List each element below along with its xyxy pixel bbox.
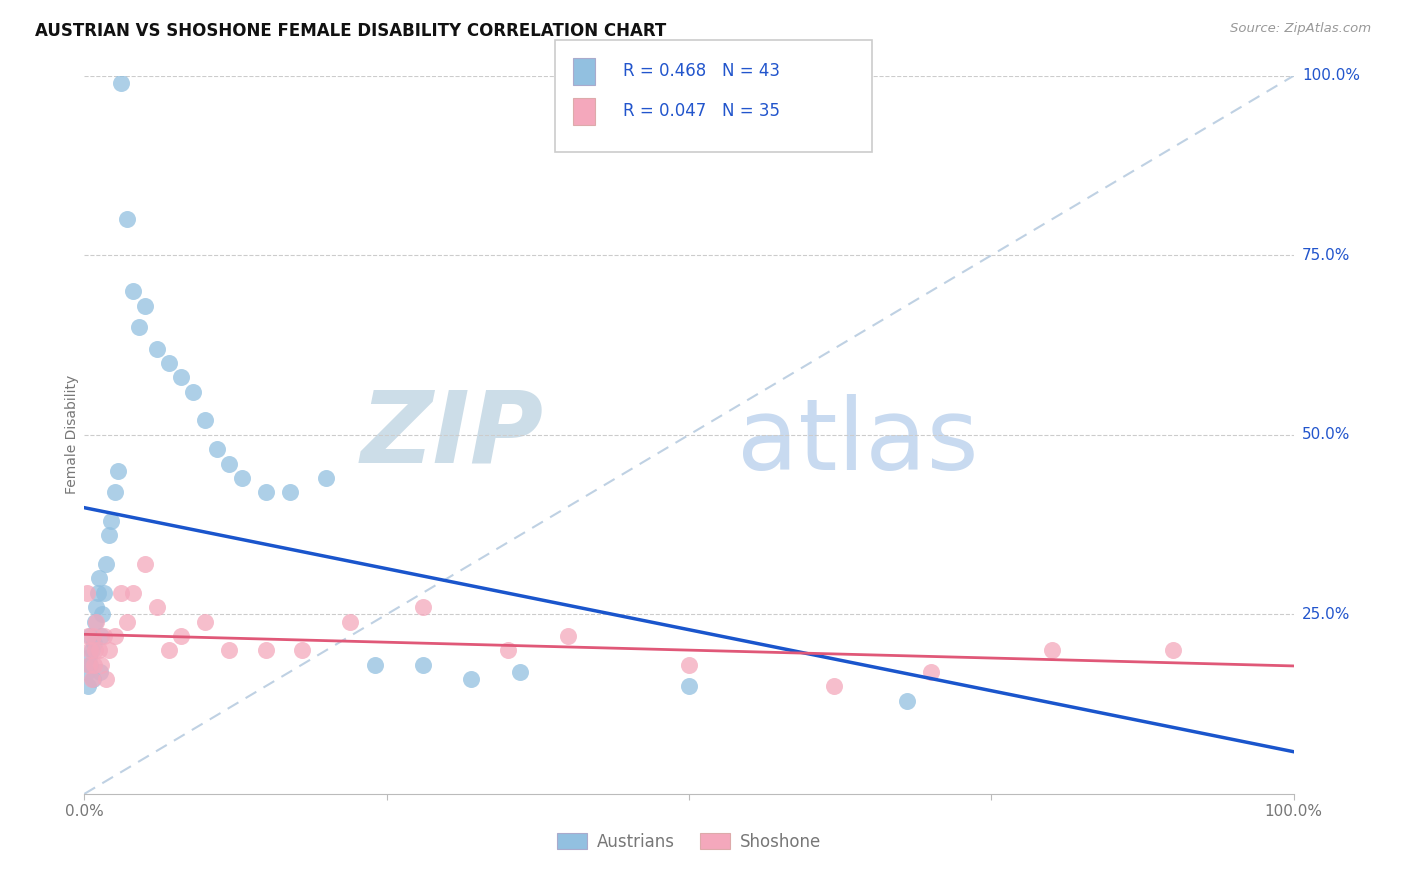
Point [678, 657, 700, 672]
Point [231, 471, 253, 485]
Point [315, 471, 337, 485]
Point [412, 600, 434, 615]
Point [110, 586, 132, 600]
Point [278, 485, 301, 500]
Point [97, 643, 120, 657]
Text: ZIP: ZIP [361, 386, 544, 483]
Point [82, 629, 104, 643]
Point [82, 672, 104, 686]
Point [77, 679, 100, 693]
Point [77, 629, 100, 643]
Point [90, 657, 112, 672]
Text: Source: ZipAtlas.com: Source: ZipAtlas.com [1230, 22, 1371, 36]
Point [91, 607, 114, 622]
Text: 100.0%: 100.0% [1302, 69, 1360, 83]
Point [181, 384, 204, 399]
Point [496, 643, 519, 657]
Point [90, 629, 112, 643]
Point [460, 672, 482, 686]
Point [146, 600, 169, 615]
Point [146, 342, 169, 356]
Point [87, 643, 110, 657]
Point [115, 212, 138, 227]
Point [509, 665, 531, 679]
Point [76, 586, 98, 600]
Point [157, 643, 180, 657]
Point [89, 665, 111, 679]
Point [134, 557, 156, 571]
Point [170, 629, 193, 643]
Point [77, 650, 100, 665]
Text: AUSTRIAN VS SHOSHONE FEMALE DISABILITY CORRELATION CHART: AUSTRIAN VS SHOSHONE FEMALE DISABILITY C… [35, 22, 666, 40]
Point [218, 457, 240, 471]
Point [194, 615, 217, 629]
Text: atlas: atlas [737, 393, 979, 491]
Point [77, 657, 100, 672]
Point [1161, 643, 1184, 657]
Y-axis label: Female Disability: Female Disability [65, 376, 79, 494]
Point [97, 528, 120, 542]
Point [104, 629, 127, 643]
Point [363, 657, 385, 672]
Text: 25.0%: 25.0% [1302, 607, 1350, 622]
Point [128, 320, 150, 334]
Point [87, 571, 110, 585]
Point [86, 600, 108, 615]
Point [339, 615, 361, 629]
Point [104, 485, 127, 500]
Text: 50.0%: 50.0% [1302, 427, 1350, 442]
Text: R = 0.468   N = 43: R = 0.468 N = 43 [623, 62, 780, 80]
Point [80, 643, 103, 657]
Point [412, 657, 434, 672]
Point [115, 615, 138, 629]
Point [557, 629, 579, 643]
Point [134, 299, 156, 313]
Point [83, 657, 105, 672]
Point [84, 643, 107, 657]
Point [194, 413, 217, 427]
Point [100, 514, 122, 528]
Point [1040, 643, 1063, 657]
Point [121, 284, 143, 298]
Point [79, 657, 101, 672]
Point [79, 643, 101, 657]
Point [93, 629, 115, 643]
Text: R = 0.047   N = 35: R = 0.047 N = 35 [623, 103, 780, 120]
Point [94, 557, 117, 571]
Point [121, 586, 143, 600]
Point [107, 464, 129, 478]
Point [170, 370, 193, 384]
Point [254, 643, 277, 657]
Point [254, 485, 277, 500]
Point [678, 679, 700, 693]
Point [86, 586, 108, 600]
Point [823, 679, 845, 693]
Point [86, 615, 108, 629]
Point [218, 643, 240, 657]
Point [291, 643, 314, 657]
Text: 75.0%: 75.0% [1302, 248, 1350, 263]
Point [83, 636, 105, 650]
Point [896, 693, 918, 707]
Point [76, 665, 98, 679]
Point [920, 665, 942, 679]
Point [207, 442, 229, 457]
Point [84, 615, 107, 629]
Point [80, 672, 103, 686]
Legend: Austrians, Shoshone: Austrians, Shoshone [550, 826, 828, 857]
Point [93, 586, 115, 600]
Point [94, 672, 117, 686]
Point [157, 356, 180, 370]
Point [110, 76, 132, 90]
Point [79, 629, 101, 643]
